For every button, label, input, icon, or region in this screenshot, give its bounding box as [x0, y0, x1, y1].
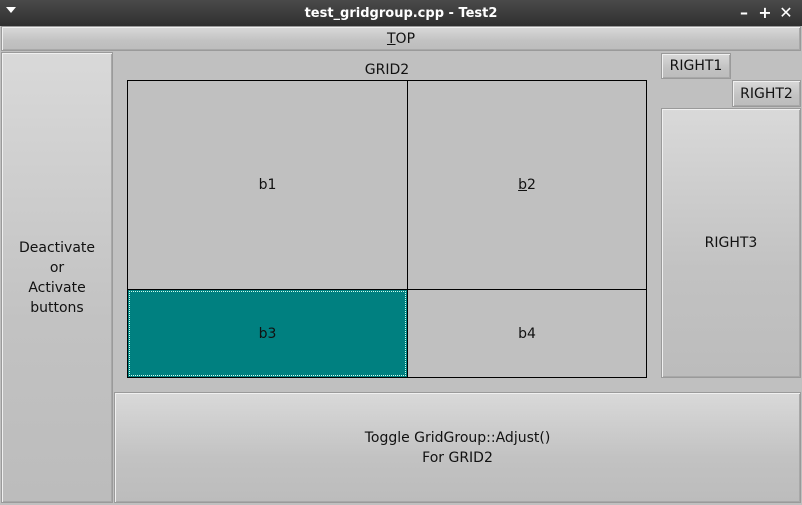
- left-button-line-1: Deactivate: [18, 239, 95, 256]
- toggle-adjust-line-1: Toggle GridGroup::Adjust(): [364, 429, 551, 446]
- toggle-adjust-line-2: For GRID2: [422, 449, 493, 466]
- right2-button[interactable]: RIGHT2: [732, 80, 801, 107]
- grid2-label: GRID2: [364, 62, 410, 78]
- b2-label: 2: [526, 177, 536, 193]
- b3-label: b3: [258, 325, 277, 342]
- b1-label: b1: [258, 177, 277, 193]
- b2-button[interactable]: b2: [407, 80, 647, 290]
- toggle-adjust-button[interactable]: Toggle GridGroup::Adjust() For GRID2: [114, 392, 801, 503]
- right1-button[interactable]: RIGHT1: [661, 53, 731, 79]
- window-titlebar: test_gridgroup.cpp - Test2 – + ✕: [0, 0, 802, 26]
- deactivate-activate-button[interactable]: Deactivate or Activate buttons: [1, 52, 113, 503]
- right3-label: RIGHT3: [704, 235, 758, 251]
- top-button-mnemonic: T: [386, 30, 396, 47]
- b1-button[interactable]: b1: [127, 80, 408, 290]
- b4-label: b4: [518, 325, 536, 342]
- b3-button[interactable]: b3: [127, 289, 408, 378]
- right2-label: RIGHT2: [740, 85, 793, 102]
- close-icon[interactable]: ✕: [779, 3, 793, 22]
- left-button-line-3: Activate: [28, 279, 86, 296]
- top-button-label: OP: [395, 30, 416, 47]
- b2-mnemonic: b: [518, 177, 527, 193]
- top-button[interactable]: TOP: [1, 26, 801, 51]
- b4-button[interactable]: b4: [407, 289, 647, 378]
- right1-label: RIGHT1: [669, 58, 723, 74]
- left-button-line-4: buttons: [30, 299, 84, 316]
- minimize-icon[interactable]: –: [740, 3, 748, 22]
- left-button-line-2: or: [49, 259, 65, 276]
- window-title: test_gridgroup.cpp - Test2: [304, 5, 498, 21]
- window-menu-icon[interactable]: [6, 7, 16, 13]
- right3-button[interactable]: RIGHT3: [661, 108, 801, 378]
- maximize-icon[interactable]: +: [758, 3, 772, 22]
